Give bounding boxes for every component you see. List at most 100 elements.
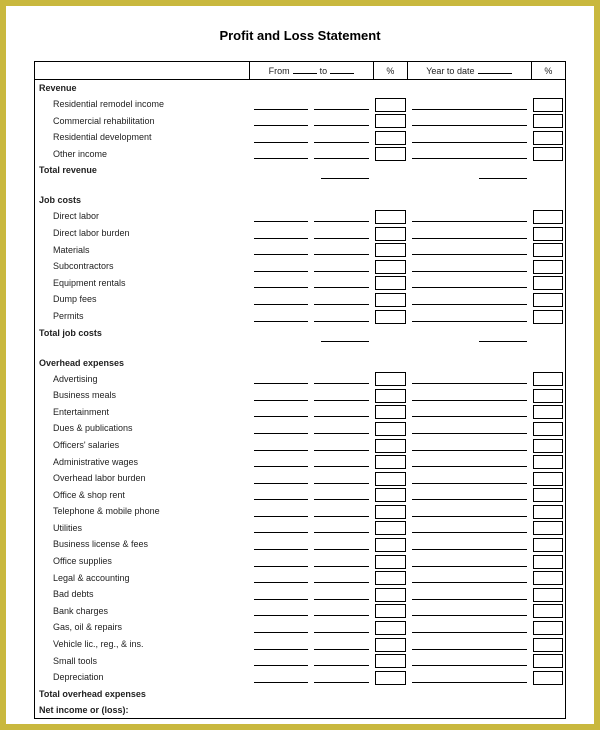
from-blank xyxy=(293,65,317,74)
period-cell xyxy=(250,437,374,454)
ytd-cell xyxy=(408,653,532,670)
pct-cell xyxy=(373,503,407,520)
pct-cell xyxy=(373,308,407,325)
period-cell xyxy=(250,603,374,620)
pct2-cell xyxy=(531,669,565,686)
period-cell xyxy=(250,536,374,553)
line-item: Materials xyxy=(35,242,566,259)
pct-cell xyxy=(373,619,407,636)
pct-cell xyxy=(373,553,407,570)
ytd-cell xyxy=(408,454,532,471)
ytd-cell xyxy=(408,96,532,113)
item-label: Vehicle lic., reg., & ins. xyxy=(35,636,250,653)
pct-cell xyxy=(373,437,407,454)
line-item: Dump fees xyxy=(35,291,566,308)
ytd-cell xyxy=(408,371,532,388)
period-cell xyxy=(250,242,374,259)
item-label: Gas, oil & repairs xyxy=(35,619,250,636)
line-item: Equipment rentals xyxy=(35,275,566,292)
pct2-cell xyxy=(531,146,565,163)
period-cell xyxy=(250,553,374,570)
ytd-cell xyxy=(408,619,532,636)
line-item: Business license & fees xyxy=(35,536,566,553)
pct2-cell xyxy=(531,636,565,653)
ytd-cell xyxy=(408,387,532,404)
ytd-cell xyxy=(408,636,532,653)
pct-cell xyxy=(373,636,407,653)
pct2-cell xyxy=(531,208,565,225)
pct-cell xyxy=(373,96,407,113)
item-label: Direct labor xyxy=(35,208,250,225)
total-label: Total revenue xyxy=(35,162,250,178)
total-label: Total overhead expenses xyxy=(35,686,250,702)
item-label: Permits xyxy=(35,308,250,325)
ytd-cell xyxy=(408,503,532,520)
line-item: Telephone & mobile phone xyxy=(35,503,566,520)
ytd-cell xyxy=(408,275,532,292)
pct2-cell xyxy=(531,308,565,325)
line-item: Direct labor xyxy=(35,208,566,225)
period-cell xyxy=(250,308,374,325)
pct-cell xyxy=(373,454,407,471)
pct2-cell xyxy=(531,619,565,636)
spacer xyxy=(35,182,566,192)
table-body: Revenue Residential remodel income Comme… xyxy=(35,80,566,719)
period-cell xyxy=(250,258,374,275)
period-cell xyxy=(250,291,374,308)
from-label: From xyxy=(269,66,290,76)
period-cell xyxy=(250,225,374,242)
pct2-cell xyxy=(531,520,565,537)
item-label: Business license & fees xyxy=(35,536,250,553)
net-income-row: Net income or (loss): xyxy=(35,702,566,719)
ytd-cell xyxy=(408,437,532,454)
section-total: Total job costs xyxy=(35,325,566,341)
line-item: Entertainment xyxy=(35,404,566,421)
line-item: Office supplies xyxy=(35,553,566,570)
section-label: Job costs xyxy=(35,192,250,208)
pct2-cell xyxy=(531,586,565,603)
pct2-cell xyxy=(531,275,565,292)
item-label: Depreciation xyxy=(35,669,250,686)
item-label: Residential remodel income xyxy=(35,96,250,113)
pct2-cell xyxy=(531,225,565,242)
pct-cell xyxy=(373,586,407,603)
period-cell xyxy=(250,619,374,636)
period-cell xyxy=(250,503,374,520)
period-cell xyxy=(250,454,374,471)
line-item: Business meals xyxy=(35,387,566,404)
item-label: Officers' salaries xyxy=(35,437,250,454)
pct-cell xyxy=(373,570,407,587)
pct2-cell xyxy=(531,129,565,146)
pct2-cell xyxy=(531,242,565,259)
pct2-cell xyxy=(531,420,565,437)
line-item: Vehicle lic., reg., & ins. xyxy=(35,636,566,653)
period-cell xyxy=(250,636,374,653)
page-title: Profit and Loss Statement xyxy=(34,28,566,43)
line-item: Advertising xyxy=(35,371,566,388)
item-label: Bad debts xyxy=(35,586,250,603)
section-label: Overhead expenses xyxy=(35,355,250,371)
period-cell xyxy=(250,387,374,404)
pct2-cell xyxy=(531,470,565,487)
period-cell xyxy=(250,208,374,225)
pct-cell xyxy=(373,129,407,146)
pct-cell xyxy=(373,242,407,259)
period-cell xyxy=(250,113,374,130)
header-period: From to xyxy=(250,62,374,80)
item-label: Materials xyxy=(35,242,250,259)
pct2-cell xyxy=(531,454,565,471)
pct-cell xyxy=(373,603,407,620)
pct-cell xyxy=(373,258,407,275)
item-label: Utilities xyxy=(35,520,250,537)
ytd-cell xyxy=(408,308,532,325)
ytd-cell xyxy=(408,669,532,686)
pct2-cell xyxy=(531,437,565,454)
period-cell xyxy=(250,275,374,292)
period-cell xyxy=(250,653,374,670)
item-label: Direct labor burden xyxy=(35,225,250,242)
section-label: Revenue xyxy=(35,80,250,97)
item-label: Small tools xyxy=(35,653,250,670)
line-item: Bad debts xyxy=(35,586,566,603)
pct-cell xyxy=(373,404,407,421)
ytd-cell xyxy=(408,570,532,587)
